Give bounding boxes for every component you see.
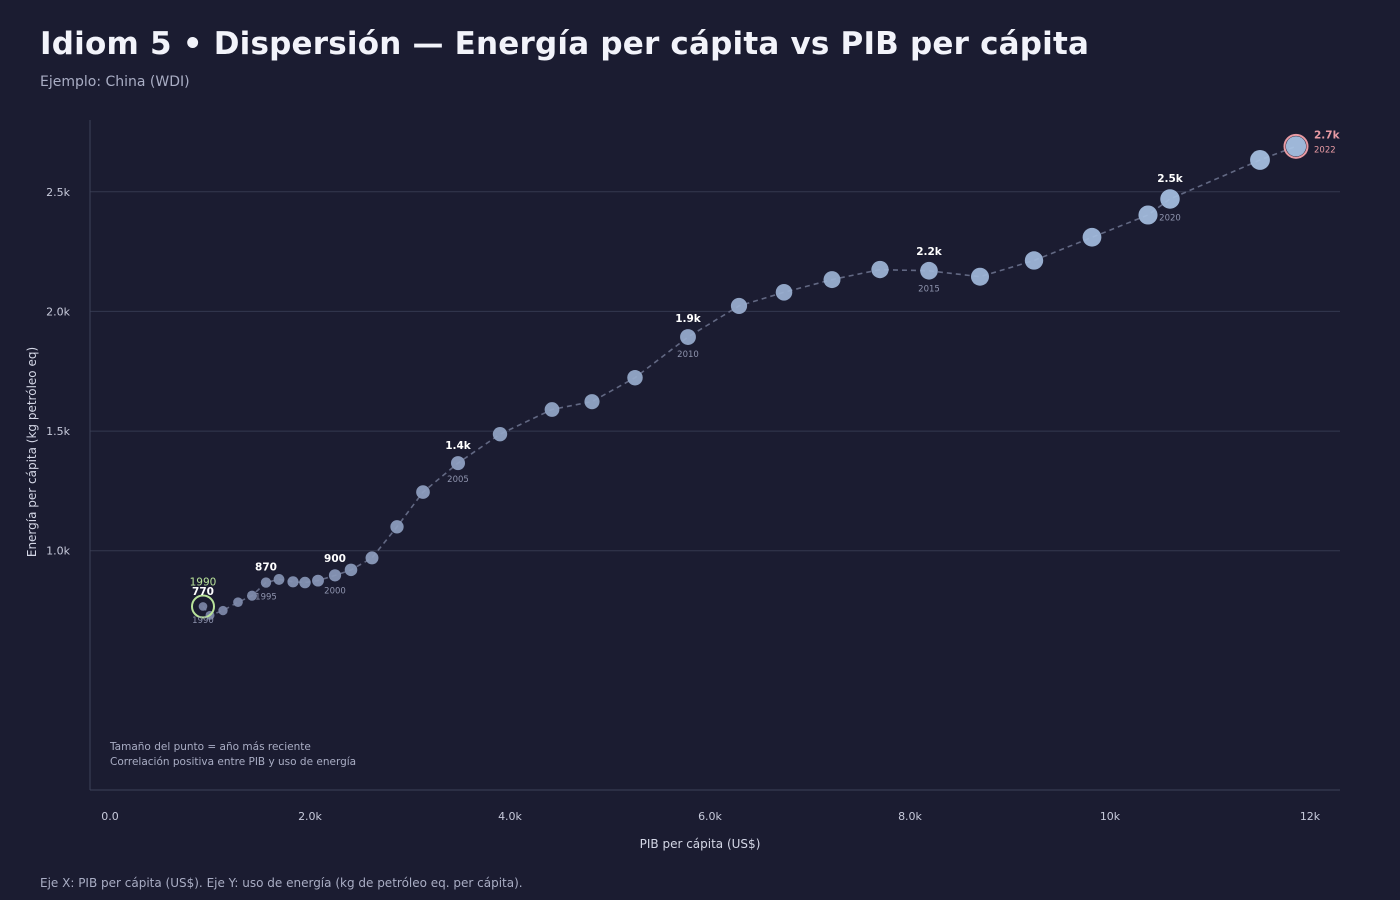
page-subtitle: Ejemplo: China (WDI)	[40, 74, 190, 90]
data-point	[730, 297, 748, 315]
data-point	[260, 577, 272, 588]
x-tick-label: 6.0k	[698, 810, 722, 823]
data-point	[1082, 227, 1102, 247]
data-point	[450, 456, 466, 471]
data-point	[492, 426, 508, 442]
point-year-label: 2010	[677, 350, 699, 360]
first-year-highlight-label: 1990	[190, 576, 217, 588]
data-point	[920, 261, 938, 280]
size-note: Tamaño del punto = año más reciente	[109, 741, 311, 753]
first-year-ring	[191, 594, 215, 619]
point-value-label: 870	[255, 561, 277, 573]
x-tick-label: 0.0	[101, 810, 119, 823]
data-point	[1160, 189, 1180, 209]
point-value-label: 770	[192, 586, 214, 598]
data-point	[1024, 251, 1044, 270]
data-point	[775, 283, 793, 301]
data-point	[544, 402, 560, 417]
point-year-label: 1995	[255, 593, 277, 603]
point-value-label: 1.4k	[445, 440, 472, 452]
correlation-note: Correlación positiva entre PIB y uso de …	[110, 756, 356, 768]
point-year-label: 1990	[192, 616, 214, 626]
data-point	[312, 574, 324, 587]
data-point	[390, 520, 404, 534]
data-point	[198, 602, 208, 611]
x-tick-label: 10k	[1100, 810, 1121, 823]
point-value-label: 2.7k	[1314, 129, 1341, 141]
data-point	[871, 260, 889, 279]
y-tick-label: 1.0k	[46, 545, 70, 558]
data-point	[328, 569, 342, 582]
data-point	[233, 597, 243, 608]
data-point	[344, 563, 358, 577]
data-point	[365, 551, 379, 565]
point-value-label: 1.9k	[675, 313, 702, 325]
data-point	[823, 271, 841, 289]
y-tick-labels: 1.0k 1.5k 2.0k 2.5k	[46, 186, 70, 558]
data-point	[970, 267, 990, 286]
trend-connector-line	[202, 145, 1297, 617]
point-year-label: 2005	[447, 475, 469, 485]
page-title: Idiom 5 • Dispersión — Energía per cápit…	[40, 26, 1090, 62]
point-value-label: 900	[324, 553, 346, 565]
y-tick-label: 1.5k	[46, 425, 70, 438]
point-year-label: 2022	[1314, 145, 1336, 155]
data-point	[584, 394, 600, 410]
grid-lines	[90, 191, 1340, 552]
x-tick-labels: 0.0 2.0k 4.0k 6.0k 8.0k 10k 12k	[101, 810, 1321, 823]
latest-year-ring	[1283, 133, 1309, 159]
y-tick-label: 2.0k	[46, 305, 70, 318]
data-point	[680, 329, 696, 345]
x-tick-label: 4.0k	[498, 810, 522, 823]
point-year-label: 2015	[918, 285, 940, 295]
data-point	[299, 576, 311, 589]
data-point	[273, 574, 285, 585]
x-tick-label: 2.0k	[298, 810, 322, 823]
x-tick-label: 8.0k	[898, 810, 922, 823]
data-point	[1250, 150, 1270, 170]
data-point	[416, 485, 430, 499]
point-value-label: 2.2k	[916, 246, 943, 258]
x-tick-label: 12k	[1300, 810, 1321, 823]
data-point	[246, 590, 258, 601]
data-point	[627, 369, 643, 386]
data-points	[191, 133, 1309, 620]
point-labels: 19907701990870199590020001.4k20051.9k201…	[190, 129, 1341, 625]
point-value-label: 2.5k	[1157, 173, 1184, 185]
footer-note: Eje X: PIB per cápita (US$). Eje Y: uso …	[40, 876, 523, 890]
x-axis-label: PIB per cápita (US$)	[640, 837, 761, 851]
data-point	[1285, 136, 1307, 157]
y-tick-label: 2.5k	[46, 186, 70, 199]
y-axis-label: Energía per cápita (kg petróleo eq)	[25, 347, 39, 557]
data-point	[1138, 205, 1158, 225]
data-point	[287, 576, 299, 588]
data-point	[218, 605, 228, 616]
point-year-label: 2000	[324, 586, 346, 596]
point-year-label: 2020	[1159, 214, 1181, 224]
